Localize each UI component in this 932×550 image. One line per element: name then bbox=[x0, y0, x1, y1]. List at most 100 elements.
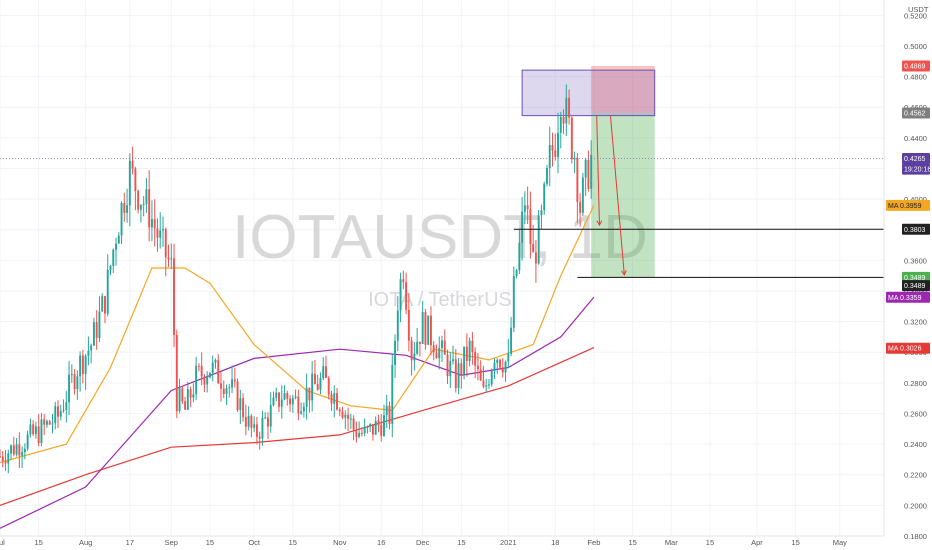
candle-body bbox=[540, 210, 543, 216]
candle-body bbox=[399, 279, 402, 311]
candle-body bbox=[159, 230, 162, 238]
time-tick-label: 15 bbox=[706, 538, 714, 547]
candle-body bbox=[396, 310, 399, 341]
risk-zone[interactable] bbox=[591, 66, 655, 114]
candle-body bbox=[79, 355, 82, 377]
candle-body bbox=[394, 340, 397, 365]
candle-body bbox=[98, 311, 101, 338]
candle-body bbox=[501, 367, 504, 373]
candle-body bbox=[84, 355, 87, 374]
candle-body bbox=[32, 424, 35, 435]
candle-body bbox=[371, 423, 374, 435]
candle-body bbox=[319, 378, 322, 390]
candle-body bbox=[546, 167, 548, 184]
candle-body bbox=[214, 360, 217, 363]
candle-body bbox=[311, 373, 314, 401]
candle-body bbox=[529, 209, 532, 245]
candle-body bbox=[73, 374, 76, 390]
candle-body bbox=[115, 243, 117, 250]
candle-body bbox=[482, 380, 485, 387]
candle-body bbox=[515, 270, 518, 277]
candle-body bbox=[402, 279, 405, 283]
candle-body bbox=[333, 393, 336, 404]
candle-body bbox=[568, 97, 571, 118]
candle-body bbox=[228, 387, 231, 389]
candle-body bbox=[15, 444, 18, 455]
candle-body bbox=[543, 183, 546, 211]
candle-body bbox=[142, 203, 145, 205]
candle-body bbox=[294, 396, 297, 399]
reward-zone[interactable] bbox=[591, 113, 655, 278]
candle-body bbox=[427, 315, 430, 345]
candle-body bbox=[117, 235, 120, 244]
candle-body bbox=[590, 154, 593, 189]
price-tag bbox=[886, 199, 930, 211]
candle-body bbox=[551, 145, 554, 151]
candle-body bbox=[48, 421, 51, 425]
candle-body bbox=[457, 363, 460, 389]
candles bbox=[0, 84, 593, 474]
candle-body bbox=[374, 420, 377, 435]
candle-body bbox=[429, 315, 432, 346]
candle-body bbox=[211, 362, 214, 373]
candle-body bbox=[573, 157, 576, 160]
candle-body bbox=[0, 456, 1, 458]
candle-body bbox=[557, 132, 559, 157]
candle-body bbox=[363, 427, 366, 434]
candle-body bbox=[280, 399, 283, 407]
time-tick-label: May bbox=[833, 538, 847, 547]
target-arrow-line[interactable] bbox=[610, 116, 625, 275]
price-tag bbox=[902, 271, 930, 283]
candle-body bbox=[463, 346, 466, 375]
candle-body bbox=[247, 415, 250, 427]
watermark-subtitle: IOTA / TetherUS bbox=[368, 289, 512, 311]
candle-body bbox=[413, 353, 416, 361]
time-tick-label: 15 bbox=[791, 538, 799, 547]
candle-body bbox=[380, 424, 383, 436]
candle-body bbox=[139, 204, 142, 210]
candle-body bbox=[385, 405, 388, 416]
target-arrow-line[interactable] bbox=[596, 116, 600, 226]
candle-body bbox=[255, 424, 258, 437]
candle-body bbox=[178, 388, 181, 412]
candle-body bbox=[344, 414, 347, 418]
candle-body bbox=[236, 381, 239, 411]
candle-body bbox=[264, 417, 267, 419]
candle-body bbox=[465, 346, 468, 361]
candle-body bbox=[532, 244, 535, 253]
time-tick-label: 15 bbox=[289, 538, 297, 547]
candle-body bbox=[206, 377, 209, 385]
candle-body bbox=[565, 97, 568, 124]
candle-body bbox=[510, 327, 513, 354]
candle-body bbox=[184, 401, 187, 410]
candle-body bbox=[153, 219, 156, 229]
candle-body bbox=[186, 389, 189, 410]
candle-body bbox=[37, 426, 40, 444]
candle-body bbox=[170, 258, 173, 260]
candle-body bbox=[23, 448, 26, 453]
time-tick-label: 15 bbox=[206, 538, 214, 547]
candle-body bbox=[137, 190, 140, 210]
time-tick-label: Mar bbox=[665, 538, 678, 547]
candle-body bbox=[305, 387, 308, 407]
candle-body bbox=[584, 159, 587, 178]
candle-body bbox=[148, 189, 151, 228]
price-tag bbox=[902, 280, 930, 292]
candle-body bbox=[233, 379, 236, 382]
candle-body bbox=[258, 436, 261, 439]
candle-body bbox=[43, 419, 46, 425]
candle-body bbox=[471, 340, 474, 352]
candle-body bbox=[195, 365, 198, 395]
price-tag-label: 19:20:16 bbox=[904, 167, 931, 174]
candle-body bbox=[261, 417, 264, 439]
candle-body bbox=[40, 419, 43, 444]
candle-body bbox=[208, 372, 211, 378]
drawing-lines bbox=[0, 116, 884, 278]
candle-body bbox=[283, 393, 286, 400]
time-tick-label: Feb bbox=[587, 538, 600, 547]
price-tag bbox=[886, 342, 930, 354]
resistance-rectangle[interactable] bbox=[521, 69, 656, 117]
candle-body bbox=[391, 364, 394, 425]
